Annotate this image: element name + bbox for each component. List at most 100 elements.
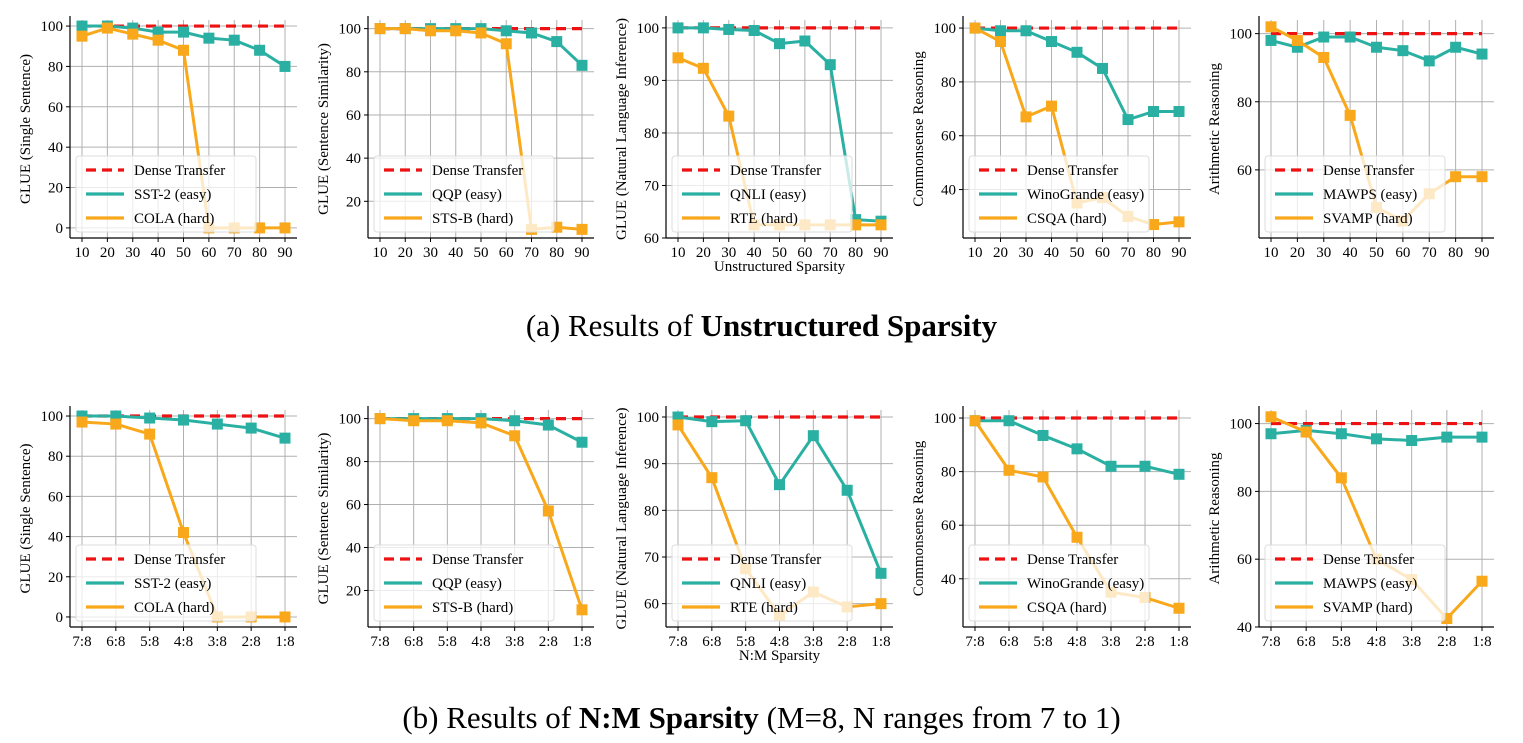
- x-tick-label: 3:8: [804, 634, 823, 650]
- data-point-hard: [697, 62, 709, 74]
- chart-panel: 10 20 30 40 50 60 70 80 90 0 20 40 60 80 100 GLUE (Sing…: [18, 16, 297, 261]
- y-tick-label: 80: [48, 449, 63, 465]
- x-tick-label: 7:8: [668, 634, 687, 650]
- legend-box: [968, 155, 1150, 233]
- y-tick-label: 90: [644, 73, 659, 89]
- legend-entry: MAWPS (easy): [1323, 187, 1417, 203]
- y-axis-label: GLUE (Single Sentence): [18, 444, 34, 594]
- caption-b-text: Results of: [446, 700, 579, 735]
- data-point-hard: [1476, 171, 1488, 183]
- y-tick-label: 80: [1237, 95, 1252, 111]
- data-point-hard: [672, 419, 684, 431]
- x-tick-label: 6:8: [404, 634, 423, 650]
- legend-entry: SST-2 (easy): [134, 576, 211, 592]
- legend-box: [373, 155, 555, 233]
- legend-entry: WinoGrande (easy): [1027, 187, 1144, 203]
- y-tick-label: 60: [346, 108, 361, 124]
- chart-panel: 10 20 30 40 50 60 70 80 90 60 80 100 Arithmetic Reas…: [1207, 16, 1494, 261]
- x-tick-label: 20: [993, 245, 1008, 261]
- x-tick-label: 10: [1264, 245, 1279, 261]
- data-point-easy: [1397, 45, 1409, 57]
- data-point-hard: [178, 44, 189, 56]
- y-tick-label: 40: [346, 151, 361, 167]
- x-tick-label: 70: [1422, 245, 1437, 261]
- x-tick-label: 3:8: [1402, 634, 1421, 650]
- data-point-hard: [76, 30, 88, 42]
- y-axis-label: Commonsense Reasoning: [911, 51, 927, 207]
- y-axis-label: GLUE (Single Sentence): [18, 54, 34, 204]
- data-point-hard: [706, 472, 718, 484]
- data-point-hard: [1265, 21, 1277, 33]
- data-point-easy: [279, 432, 291, 444]
- data-point-hard: [995, 36, 1006, 48]
- legend-entry: Dense Transfer: [1027, 552, 1118, 568]
- data-point-easy: [127, 22, 139, 34]
- data-point-easy: [1450, 41, 1462, 53]
- data-point-easy: [1265, 428, 1277, 440]
- x-tick-label: 80: [1448, 245, 1463, 261]
- data-point-easy: [706, 416, 718, 428]
- y-tick-label: 20: [48, 570, 63, 586]
- x-tick-label: 10: [671, 245, 686, 261]
- chart-panel: 10 20 30 40 50 60 70 80 90 20 40 60 80 100 GLUE (Sente…: [316, 16, 594, 261]
- x-tick-label: 10: [373, 245, 388, 261]
- data-point-hard: [1450, 171, 1462, 183]
- data-point-hard: [425, 25, 436, 37]
- x-tick-label: 7:8: [965, 634, 984, 650]
- y-tick-label: 20: [346, 194, 361, 210]
- data-point-easy: [211, 418, 223, 430]
- data-point-easy: [1476, 48, 1488, 60]
- caption-b: (b) Results of N:M Sparsity (M=8, N rang…: [0, 700, 1523, 736]
- x-tick-label: 70: [524, 245, 539, 261]
- x-tick-label: 80: [252, 245, 267, 261]
- legend-entry: Dense Transfer: [432, 552, 523, 568]
- legend-box: [75, 155, 257, 233]
- legend-entry: Dense Transfer: [730, 163, 821, 179]
- data-point-easy: [1371, 41, 1382, 53]
- x-axis-label: Unstructured Sparsity: [714, 259, 846, 275]
- x-tick-label: 2:8: [242, 634, 261, 650]
- x-tick-label: 40: [747, 245, 762, 261]
- data-point-hard: [374, 413, 386, 425]
- data-point-easy: [1173, 106, 1185, 118]
- legend-entry: SVAMP (hard): [1323, 600, 1413, 616]
- data-point-easy: [76, 20, 88, 32]
- x-tick-label: 60: [201, 245, 216, 261]
- y-tick-label: 0: [56, 221, 64, 237]
- x-tick-label: 5:8: [1033, 634, 1052, 650]
- data-point-hard: [672, 52, 684, 64]
- y-axis-label: GLUE (Sentence Similarity): [316, 433, 332, 605]
- data-point-hard: [1291, 34, 1303, 46]
- data-point-hard: [576, 223, 588, 235]
- data-point-easy: [279, 60, 291, 72]
- y-tick-label: 70: [644, 178, 659, 194]
- data-point-easy: [1291, 41, 1303, 53]
- x-tick-label: 50: [474, 245, 489, 261]
- data-point-easy: [807, 430, 819, 442]
- y-tick-label: 60: [48, 489, 63, 505]
- data-point-easy: [152, 26, 164, 38]
- y-tick-label: 80: [644, 503, 659, 519]
- data-point-easy: [1265, 34, 1277, 46]
- legend-entry: STS-B (hard): [432, 600, 513, 616]
- x-tick-label: 4:8: [1067, 634, 1086, 650]
- x-tick-label: 40: [1044, 245, 1059, 261]
- legend-entry: Dense Transfer: [432, 163, 523, 179]
- x-tick-label: 2:8: [1135, 634, 1154, 650]
- data-point-hard: [450, 25, 462, 37]
- y-tick-label: 0: [56, 610, 64, 626]
- data-point-hard: [399, 23, 411, 35]
- chart-panel: 7:8 6:8 5:8 4:8 3:8 2:8 1:8 40 60 80 100 Arithmetic…: [1207, 406, 1494, 650]
- y-tick-label: 80: [644, 126, 659, 142]
- x-tick-label: 1:8: [1472, 634, 1491, 650]
- legend-entry: QQP (easy): [432, 576, 502, 592]
- x-tick-label: 20: [398, 245, 413, 261]
- data-point-hard: [178, 527, 189, 539]
- data-point-hard: [1020, 111, 1032, 123]
- x-tick-label: 4:8: [770, 634, 789, 650]
- data-point-easy: [1122, 114, 1134, 126]
- y-tick-label: 100: [934, 411, 957, 427]
- data-point-easy: [1148, 106, 1159, 118]
- x-tick-label: 30: [423, 245, 438, 261]
- legend-entry: STS-B (hard): [432, 211, 513, 227]
